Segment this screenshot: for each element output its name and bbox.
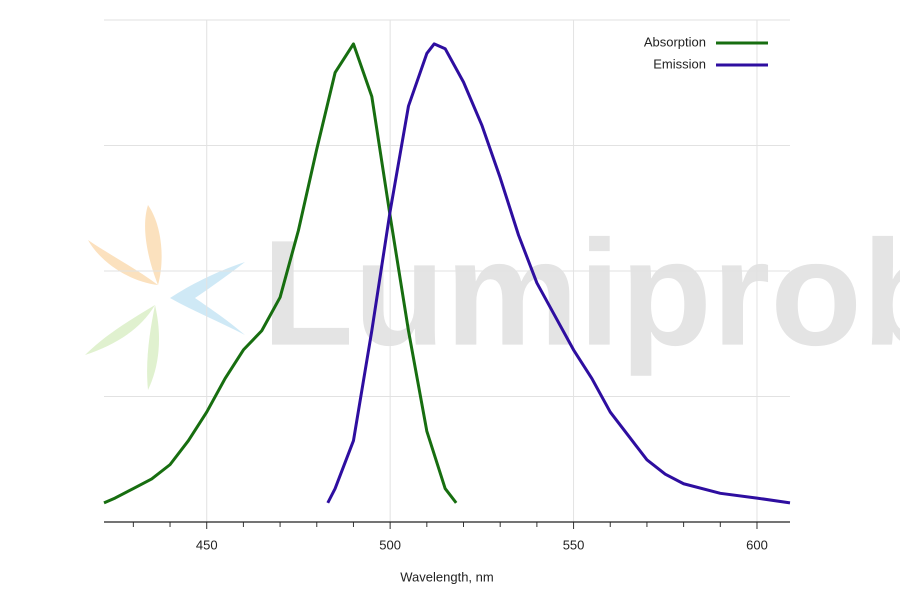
- x-tick-label: 500: [379, 537, 401, 552]
- x-tick-label: 450: [196, 537, 218, 552]
- logo-petal: [147, 305, 160, 390]
- series-line: [326, 42, 791, 505]
- logo-petal: [85, 305, 155, 355]
- series-line: [103, 42, 458, 505]
- logo-petal: [145, 205, 162, 285]
- watermark: Lumiprobe: [262, 209, 900, 377]
- legend-label: Emission: [653, 56, 706, 71]
- legend-label: Absorption: [644, 34, 706, 49]
- watermark-logo: [85, 205, 245, 390]
- x-axis-label: Wavelength, nm: [400, 569, 493, 584]
- x-tick-label: 550: [563, 537, 585, 552]
- x-tick-label: 600: [746, 537, 768, 552]
- logo-petal: [88, 240, 158, 285]
- logo-petal: [170, 262, 245, 335]
